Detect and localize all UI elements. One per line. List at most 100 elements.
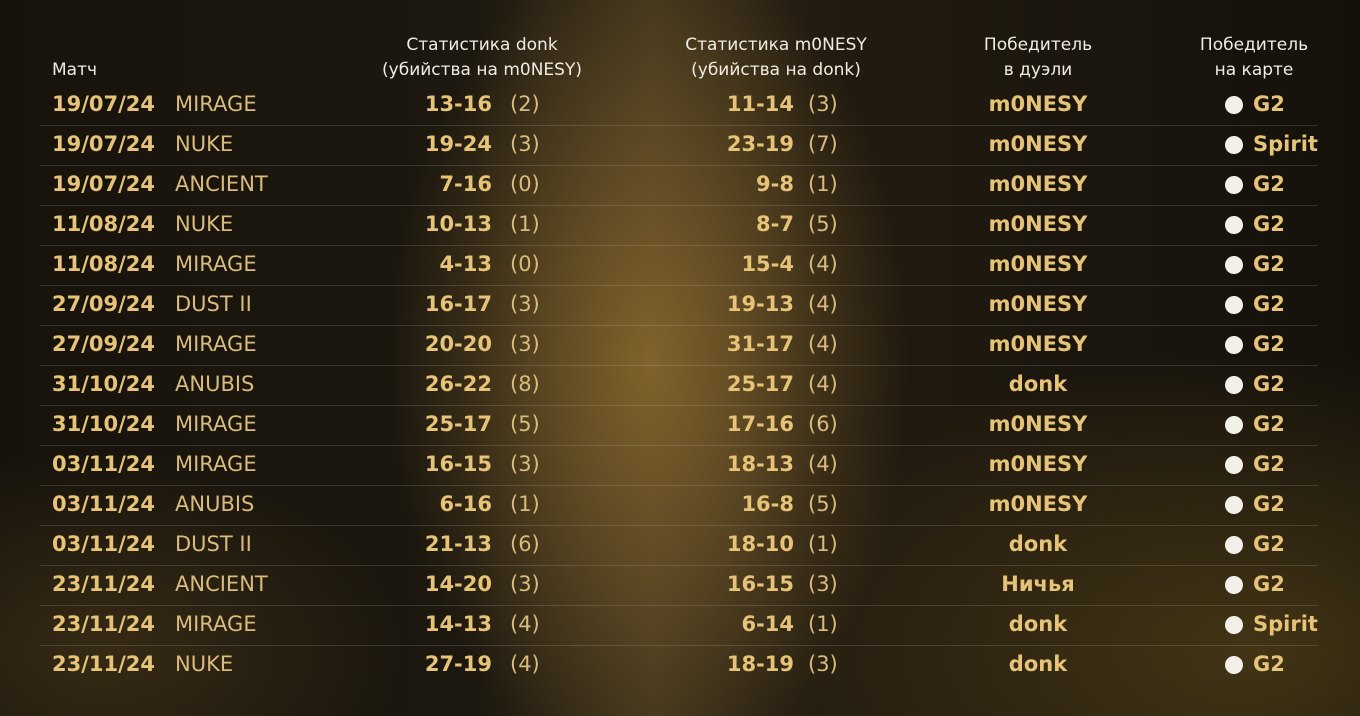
- team-logo: [1225, 456, 1243, 474]
- map-winner: G2: [1253, 212, 1285, 236]
- date: 23/11/24: [52, 652, 156, 676]
- duel-winner: m0NESY: [988, 132, 1088, 156]
- monesy-kills: (6): [808, 412, 838, 436]
- donk-kills: (3): [510, 132, 540, 156]
- donk-score: 10-13: [424, 212, 492, 236]
- map-name: NUKE: [175, 652, 234, 676]
- duel-winner: donk: [1008, 612, 1068, 636]
- donk-kills: (4): [510, 612, 540, 636]
- map-name: MIRAGE: [175, 252, 257, 276]
- team-logo: [1225, 256, 1243, 274]
- donk-score: 13-16: [424, 92, 492, 116]
- map-winner: G2: [1253, 452, 1285, 476]
- date: 27/09/24: [52, 292, 156, 316]
- monesy-kills: (4): [808, 372, 838, 396]
- duel-winner: m0NESY: [988, 332, 1088, 356]
- monesy-score: 18-19: [726, 652, 794, 676]
- donk-kills: (5): [510, 412, 540, 436]
- map-name: ANCIENT: [175, 172, 268, 196]
- team-logo: [1225, 376, 1243, 394]
- map-winner: G2: [1253, 372, 1285, 396]
- donk-score: 16-17: [424, 292, 492, 316]
- date: 19/07/24: [52, 172, 156, 196]
- donk-score: 27-19: [424, 652, 492, 676]
- map-name: MIRAGE: [175, 332, 257, 356]
- monesy-score: 9-8: [756, 172, 794, 196]
- duel-winner: m0NESY: [988, 92, 1088, 116]
- duel-winner: Ничья: [1001, 572, 1075, 596]
- column-header: Статистика donk: [406, 35, 558, 55]
- duel-winner: donk: [1008, 532, 1068, 556]
- date: 31/10/24: [52, 412, 156, 436]
- map-winner: G2: [1253, 92, 1285, 116]
- donk-score: 19-24: [424, 132, 492, 156]
- date: 27/09/24: [52, 332, 156, 356]
- column-header: Победитель: [983, 35, 1093, 55]
- donk-score: 25-17: [424, 412, 492, 436]
- map-winner: G2: [1253, 332, 1285, 356]
- duel-winner: m0NESY: [988, 412, 1088, 436]
- map-name: MIRAGE: [175, 412, 257, 436]
- team-logo: [1225, 416, 1243, 434]
- date: 31/10/24: [52, 372, 156, 396]
- column-header: на карте: [1214, 60, 1294, 80]
- duel-winner: m0NESY: [988, 212, 1088, 236]
- row-separator: [40, 365, 1318, 366]
- monesy-kills: (1): [808, 532, 838, 556]
- donk-score: 21-13: [424, 532, 492, 556]
- map-name: MIRAGE: [175, 612, 257, 636]
- duel-winner: m0NESY: [988, 172, 1088, 196]
- donk-score: 14-20: [424, 572, 492, 596]
- row-separator: [40, 645, 1318, 646]
- monesy-kills: (1): [808, 172, 838, 196]
- duel-winner: m0NESY: [988, 492, 1088, 516]
- duel-winner: donk: [1008, 652, 1068, 676]
- map-winner: Spirit: [1253, 612, 1318, 636]
- monesy-kills: (3): [808, 652, 838, 676]
- row-separator: [40, 285, 1318, 286]
- monesy-score: 15-4: [741, 252, 794, 276]
- team-logo: [1225, 216, 1243, 234]
- donk-kills: (1): [510, 492, 540, 516]
- date: 23/11/24: [52, 572, 156, 596]
- column-header: в дуэли: [1003, 60, 1073, 80]
- map-name: DUST II: [175, 532, 252, 556]
- column-header: Статистика m0NESY: [685, 35, 867, 55]
- map-winner: G2: [1253, 412, 1285, 436]
- duel-winner: m0NESY: [988, 292, 1088, 316]
- donk-kills: (1): [510, 212, 540, 236]
- row-separator: [40, 485, 1318, 486]
- row-separator: [40, 445, 1318, 446]
- donk-kills: (3): [510, 332, 540, 356]
- monesy-kills: (3): [808, 572, 838, 596]
- monesy-score: 23-19: [726, 132, 794, 156]
- map-name: DUST II: [175, 292, 252, 316]
- monesy-score: 6-14: [741, 612, 794, 636]
- team-logo: [1225, 616, 1243, 634]
- donk-score: 16-15: [424, 452, 492, 476]
- monesy-kills: (5): [808, 492, 838, 516]
- column-header: (убийства на donk): [691, 60, 861, 80]
- map-winner: G2: [1253, 492, 1285, 516]
- map-winner: G2: [1253, 292, 1285, 316]
- date: 03/11/24: [52, 452, 156, 476]
- team-logo: [1225, 576, 1243, 594]
- duel-winner: m0NESY: [988, 252, 1088, 276]
- row-separator: [40, 325, 1318, 326]
- map-name: ANUBIS: [175, 372, 255, 396]
- map-name: ANCIENT: [175, 572, 268, 596]
- donk-kills: (0): [510, 172, 540, 196]
- team-logo: [1225, 336, 1243, 354]
- row-separator: [40, 205, 1318, 206]
- donk-kills: (8): [510, 372, 540, 396]
- map-winner: G2: [1253, 532, 1285, 556]
- donk-kills: (0): [510, 252, 540, 276]
- column-header: Победитель: [1199, 35, 1309, 55]
- monesy-score: 18-13: [726, 452, 794, 476]
- team-logo: [1225, 296, 1243, 314]
- row-separator: [40, 405, 1318, 406]
- team-logo: [1225, 496, 1243, 514]
- map-winner: G2: [1253, 172, 1285, 196]
- date: 11/08/24: [52, 252, 156, 276]
- team-logo: [1225, 136, 1243, 154]
